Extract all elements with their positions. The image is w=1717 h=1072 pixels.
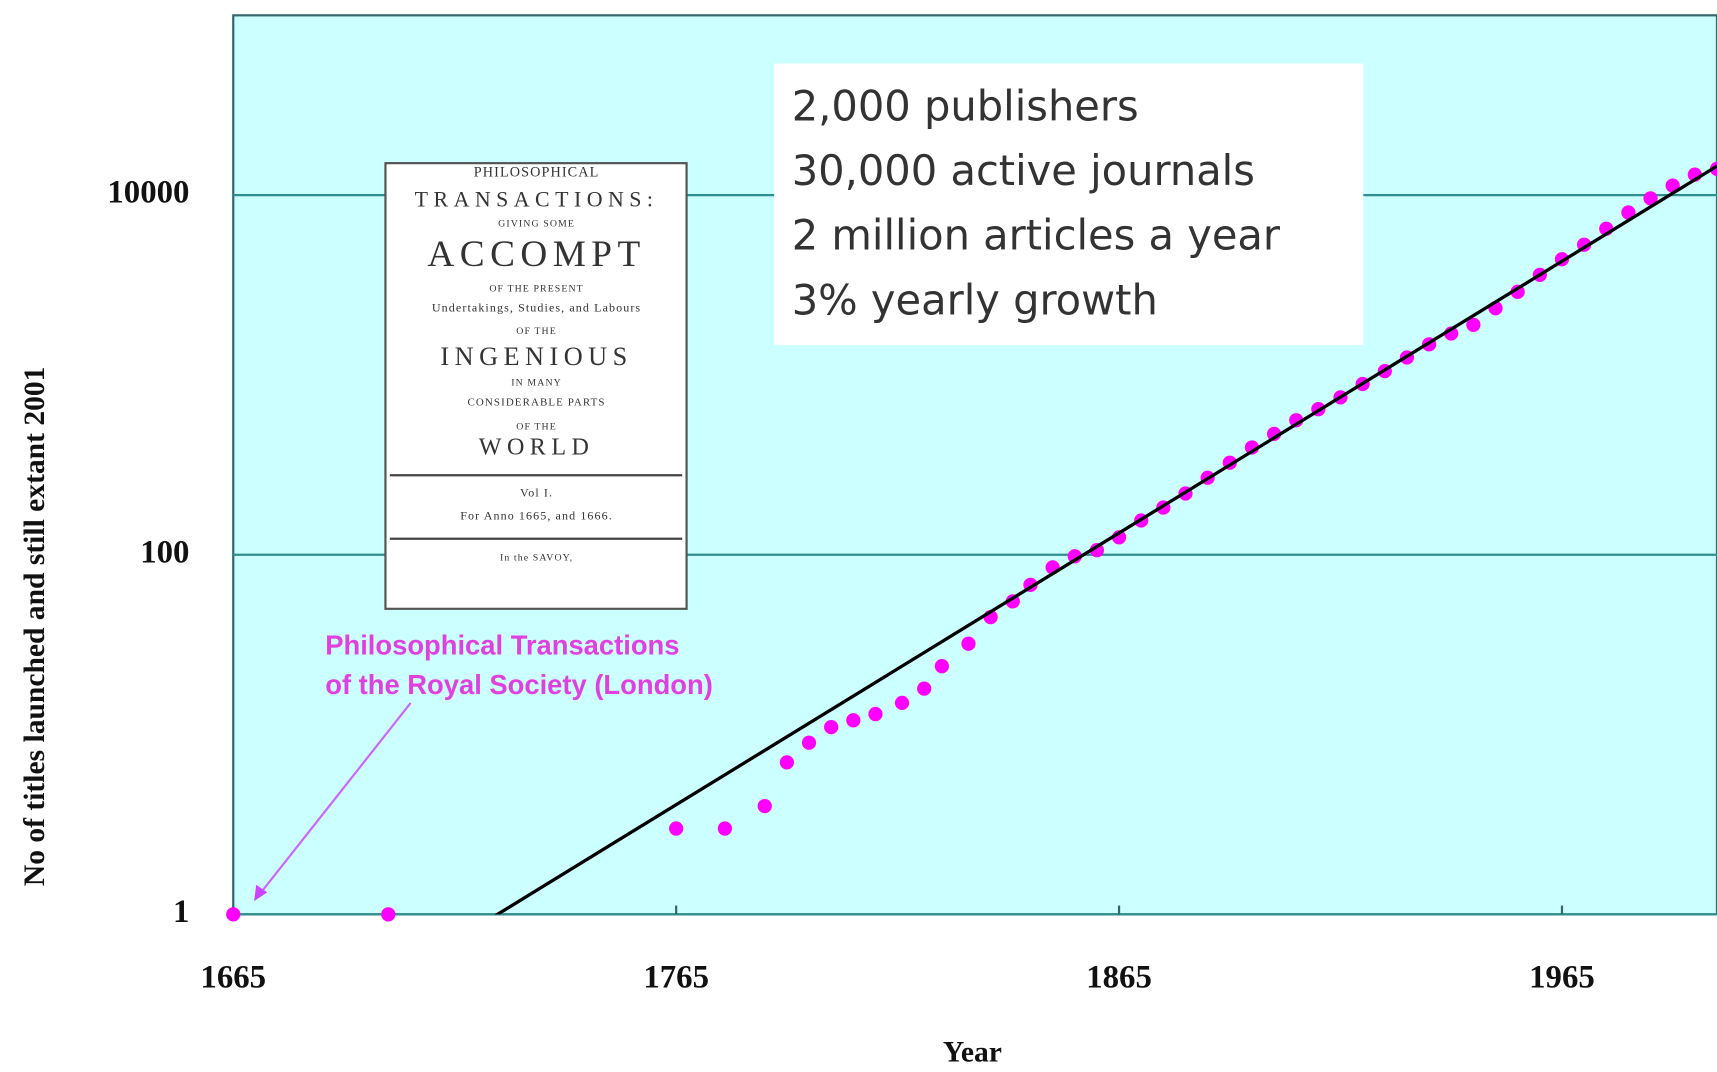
cover-text: OF THE [516,326,557,337]
cover-text: Vol I. [520,486,553,500]
x-tick-label: 1665 [200,960,266,996]
cover-text: OF THE PRESENT [489,283,583,294]
data-point [780,755,794,769]
pointer-label: of the Royal Society (London) [325,669,713,700]
cover-text: Undertakings, Studies, and Labours [432,301,641,315]
y-axis-title: No of titles launched and still extant 2… [19,367,51,887]
x-tick-label: 1965 [1529,960,1595,996]
x-tick-label: 1865 [1086,960,1152,996]
x-axis-title: Year [943,1036,1002,1068]
data-point [718,821,732,835]
data-point [935,659,949,673]
y-tick-label: 1 [173,894,189,930]
data-point [669,821,683,835]
cover-text: INGENIOUS [440,342,632,371]
pointer-label: Philosophical Transactions [325,629,679,660]
cover-text: For Anno 1665, and 1666. [460,509,613,523]
data-point [758,799,772,813]
data-point [961,637,975,651]
stats-line: 3% yearly growth [792,275,1158,324]
cover-text: IN MANY [511,378,562,389]
x-tick-label: 1765 [643,960,709,996]
cover-text: ACCOMPT [427,234,645,275]
stats-line: 30,000 active journals [792,146,1255,195]
data-point [802,736,816,750]
cover-text: GIVING SOME [498,219,575,230]
y-tick-label: 100 [140,534,189,570]
y-tick-label: 10000 [107,175,189,211]
data-point [895,696,909,710]
cover-text: OF THE [516,421,557,432]
data-point [226,907,240,921]
cover-text: WORLD [479,434,595,460]
stats-line: 2,000 publishers [792,81,1139,130]
cover-text: In the SAVOY, [500,553,573,564]
stats-line: 2 million articles a year [792,211,1281,260]
data-point [824,720,838,734]
data-point [846,713,860,727]
chart: 2,000 publishers 30,000 active journals 2 … [0,0,1717,1072]
cover-text: CONSIDERABLE PARTS [468,396,606,408]
cover-text: TRANSACTIONS: [415,187,659,212]
data-point [381,907,395,921]
data-point [917,682,931,696]
cover-text: PHILOSOPHICAL [474,164,600,180]
data-point [868,707,882,721]
